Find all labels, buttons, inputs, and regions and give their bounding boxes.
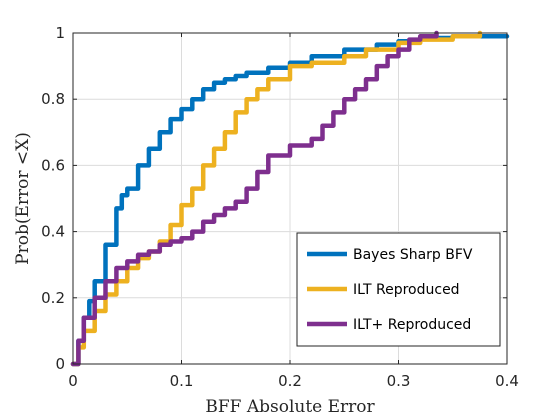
- x-tick-labels: 0 0.1 0.2 0.3 0.4: [68, 372, 519, 390]
- legend: Bayes Sharp BFV ILT Reproduced ILT+ Reprod…: [296, 232, 501, 347]
- legend-label: Bayes Sharp BFV: [353, 247, 473, 263]
- x-axis-title: BFF Absolute Error: [205, 397, 375, 417]
- y-tick-labels: 0 0.2 0.4 0.6 0.8 1: [41, 24, 65, 373]
- y-tick-label: 0.2: [41, 289, 65, 307]
- legend-label: ILT Reproduced: [353, 282, 460, 298]
- series-line-3: [70, 30, 439, 367]
- y-tick-label: 0.4: [41, 223, 65, 241]
- series-lines: [70, 30, 510, 367]
- x-tick-label: 0.4: [495, 372, 519, 390]
- y-tick-label: 0: [55, 355, 65, 373]
- series-line-2: [70, 30, 483, 367]
- y-tick-label: 0.6: [41, 156, 65, 174]
- x-tick-label: 0.2: [278, 372, 302, 390]
- x-tick-label: 0.1: [170, 372, 194, 390]
- x-tick-label: 0: [68, 372, 78, 390]
- legend-label: ILT+ Reproduced: [353, 317, 471, 333]
- tick-marks: [72, 32, 508, 365]
- y-axis-title: Prob(Error <X): [13, 132, 33, 265]
- y-tick-label: 0.8: [41, 90, 65, 108]
- y-tick-label: 1: [55, 24, 65, 42]
- x-tick-label: 0.3: [387, 372, 411, 390]
- series-line-1: [70, 34, 510, 367]
